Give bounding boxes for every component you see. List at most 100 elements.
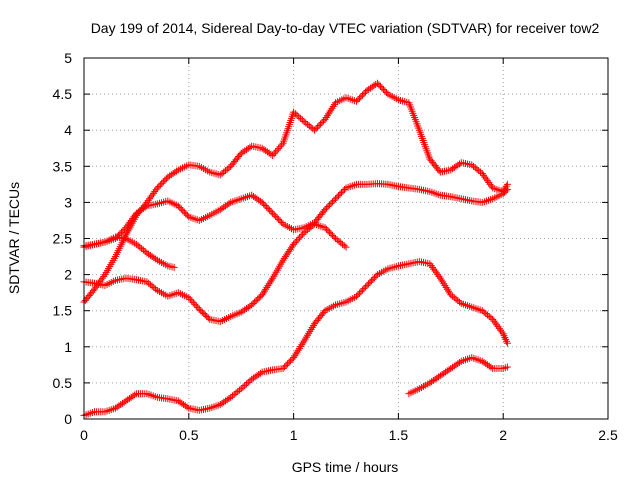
data-point	[282, 361, 290, 369]
data-point	[307, 223, 315, 231]
data-point	[179, 207, 187, 215]
data-point	[503, 185, 511, 193]
y-tick-label: 0.5	[53, 375, 73, 391]
y-axis-label: SDTVAR / TECUs	[6, 182, 22, 294]
data-point	[324, 203, 332, 211]
data-point	[248, 301, 256, 309]
data-point	[182, 210, 190, 218]
data-point	[483, 311, 491, 319]
y-tick-label: 3.5	[53, 158, 73, 174]
data-point	[198, 308, 206, 316]
data-point	[281, 363, 289, 371]
data-point	[381, 87, 389, 95]
data-point	[191, 300, 199, 308]
data-point	[159, 178, 167, 186]
data-point	[375, 81, 383, 89]
data-point	[275, 215, 283, 223]
data-point	[379, 85, 387, 93]
data-point	[338, 189, 346, 197]
data-point	[358, 91, 366, 99]
data-point	[471, 164, 479, 172]
data-point	[360, 285, 368, 293]
data-point	[373, 79, 381, 87]
data-point	[339, 240, 347, 248]
data-point	[327, 230, 335, 238]
data-point	[100, 272, 108, 280]
data-point	[335, 192, 343, 200]
data-point	[321, 206, 329, 214]
data-point	[329, 198, 337, 206]
data-point	[352, 97, 360, 105]
data-point	[294, 235, 302, 243]
data-point	[366, 278, 374, 286]
data-point	[255, 294, 263, 302]
data-point	[149, 189, 157, 197]
data-point	[287, 244, 295, 252]
data-point	[333, 236, 341, 244]
data-point	[339, 187, 347, 195]
data-point	[204, 314, 212, 322]
data-point	[297, 232, 305, 240]
data-point	[146, 195, 153, 203]
data-point	[261, 201, 269, 209]
data-point	[311, 126, 319, 134]
data-point	[251, 298, 259, 306]
data-point	[482, 310, 490, 318]
data-point	[284, 360, 292, 368]
data-point	[267, 150, 275, 158]
data-point	[321, 224, 329, 232]
y-tick-label: 4.5	[53, 86, 73, 102]
data-point	[246, 143, 254, 151]
data-point	[378, 84, 386, 92]
data-point	[361, 283, 369, 291]
data-point	[332, 235, 340, 242]
data-point	[291, 239, 299, 247]
data-point	[456, 358, 464, 366]
data-point	[254, 295, 262, 303]
data-point	[150, 284, 158, 292]
data-point	[327, 199, 335, 207]
data-point	[98, 274, 106, 282]
data-point	[180, 208, 188, 216]
data-point	[340, 242, 348, 250]
data-point	[216, 171, 224, 179]
data-point	[370, 274, 378, 282]
data-point	[270, 150, 278, 158]
data-point	[279, 256, 287, 264]
data-point	[498, 328, 506, 336]
y-tick-label: 2.5	[53, 231, 73, 247]
plot-area	[80, 79, 511, 419]
data-point	[183, 403, 191, 411]
data-point	[468, 161, 476, 169]
data-point	[225, 164, 233, 172]
data-point	[144, 197, 152, 205]
data-point	[126, 218, 134, 226]
data-point	[122, 224, 130, 232]
data-point	[382, 89, 390, 97]
data-point	[276, 143, 284, 151]
data-point	[192, 302, 200, 310]
data-point	[324, 227, 332, 235]
data-point	[287, 357, 295, 365]
data-point	[131, 391, 139, 399]
data-point	[426, 260, 434, 268]
data-point	[364, 280, 372, 288]
data-point	[323, 204, 331, 212]
data-point	[280, 254, 288, 262]
data-point	[300, 118, 308, 126]
data-point	[355, 289, 363, 297]
x-tick-label: 0	[80, 427, 88, 443]
data-point	[473, 165, 481, 173]
data-point	[489, 315, 497, 323]
data-point	[152, 255, 160, 263]
data-point	[291, 110, 299, 118]
y-tick-label: 1.5	[53, 303, 73, 319]
data-point	[152, 285, 160, 293]
data-point	[485, 312, 493, 320]
data-point	[342, 243, 350, 251]
data-point	[258, 198, 266, 206]
data-point	[296, 234, 304, 242]
data-point	[493, 321, 501, 329]
data-point	[267, 208, 275, 216]
data-point	[449, 292, 457, 300]
